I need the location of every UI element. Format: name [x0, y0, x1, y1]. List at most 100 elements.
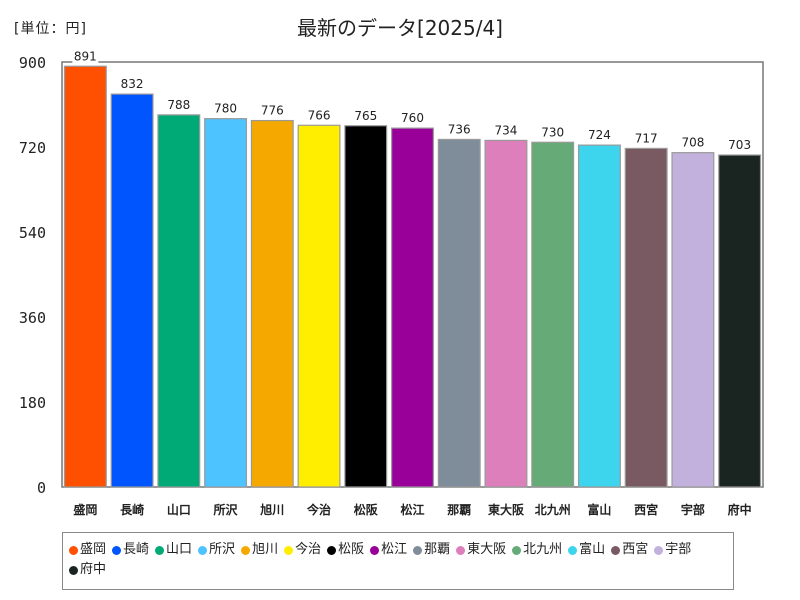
legend-item: 富山 [568, 540, 605, 560]
y-tick-label: 0 [37, 479, 46, 497]
legend-label: 府中 [80, 562, 107, 577]
y-tick-label: 180 [19, 394, 46, 412]
data-label-bg [119, 77, 146, 92]
legend-item: 宇部 [654, 540, 691, 560]
legend-marker [327, 545, 337, 555]
legend-label: 東大阪 [467, 542, 507, 557]
data-label: 776 [261, 104, 284, 118]
legend-label: 松阪 [338, 542, 365, 557]
legend-label: 旭川 [252, 542, 279, 557]
legend-label: 富山 [579, 542, 606, 557]
x-tick-label: 長崎 [120, 502, 144, 517]
data-label: 780 [214, 102, 237, 116]
legend-item: 東大阪 [456, 540, 506, 560]
legend-label: 盛岡 [80, 542, 107, 557]
legend-label: 宇部 [665, 542, 692, 557]
bar [157, 114, 201, 488]
bar-chart: 0 180 360 540 720 900 891 盛岡 832 長崎 788 山口 780 所沢 776 旭… [19, 49, 764, 517]
data-label-bg [446, 122, 473, 137]
data-label: 736 [448, 122, 471, 136]
x-tick-label: 北九州 [535, 502, 571, 517]
data-label: 724 [588, 128, 611, 142]
bar [577, 144, 621, 488]
legend-item: 長崎 [112, 540, 149, 560]
legend-marker [456, 545, 466, 555]
data-label: 708 [681, 136, 704, 150]
y-tick-label: 540 [19, 224, 46, 242]
x-tick-label: 今治 [306, 502, 331, 517]
data-label: 730 [541, 125, 564, 139]
legend-marker [512, 545, 522, 555]
legend-item: 府中 [69, 560, 106, 580]
legend-label: 松江 [381, 542, 408, 557]
legend-item: 西宮 [611, 540, 648, 560]
legend-marker [69, 545, 78, 555]
legend-marker [112, 545, 122, 555]
data-label-bg [586, 128, 613, 143]
legend-marker [611, 545, 621, 555]
y-tick-label: 720 [19, 139, 46, 157]
bar [531, 141, 575, 488]
legend-marker [568, 545, 578, 555]
bar [624, 147, 668, 488]
legend-item: 北九州 [512, 540, 562, 560]
legend-item: 盛岡 [69, 540, 106, 560]
data-label-bg [212, 101, 239, 116]
legend-marker [370, 545, 380, 555]
data-label: 734 [495, 123, 518, 137]
data-label-bg [352, 108, 379, 123]
x-tick-label: 山口 [167, 502, 191, 517]
chart-legend: 盛岡 長崎 山口 所沢 旭川 今治 松阪 松江 那覇 東大阪 北九州 富山 西宮 宇部府中 [62, 532, 734, 590]
legend-label: 北九州 [523, 542, 563, 557]
legend-item: 今治 [284, 540, 321, 560]
legend-label: 那覇 [424, 542, 451, 557]
legend-marker [654, 545, 664, 555]
x-tick-label: 盛岡 [73, 502, 97, 517]
bar [63, 65, 107, 488]
bar [437, 138, 481, 488]
data-label-bg [72, 49, 99, 64]
legend-label: 今治 [295, 542, 322, 557]
data-label: 703 [728, 138, 751, 152]
legend-label: 山口 [166, 542, 193, 557]
bar [671, 152, 715, 488]
bar [391, 127, 434, 488]
data-label-bg [306, 108, 333, 123]
legend-marker [284, 545, 294, 555]
data-label-bg [633, 131, 660, 146]
legend-marker [69, 565, 78, 575]
data-label: 760 [401, 111, 424, 125]
data-label-bg [679, 135, 706, 150]
data-label: 832 [121, 77, 144, 91]
data-label-bg [399, 111, 426, 126]
data-label-bg [726, 138, 753, 153]
y-tick-label: 360 [19, 309, 46, 327]
x-tick-label: 宇部 [681, 502, 705, 517]
x-tick-label: 旭川 [259, 502, 284, 517]
data-label: 765 [354, 109, 377, 123]
legend-item: 山口 [155, 540, 192, 560]
x-tick-label: 西宮 [634, 502, 658, 517]
bar [297, 124, 341, 488]
chart-title: 最新のデータ[2025/4] [297, 16, 503, 40]
bar [344, 125, 388, 488]
legend-item: 那覇 [413, 540, 450, 560]
legend-marker [413, 545, 423, 555]
legend-label: 所沢 [209, 542, 236, 557]
legend-label: 西宮 [622, 542, 649, 557]
data-label-bg [165, 97, 192, 112]
data-label: 766 [308, 108, 331, 122]
unit-label: [単位：円] [14, 21, 87, 37]
x-tick-label: 富山 [587, 502, 611, 517]
legend-item: 松阪 [327, 540, 364, 560]
legend-label: 長崎 [123, 542, 150, 557]
x-tick-label: 東大阪 [488, 502, 525, 517]
data-label-bg [492, 123, 519, 138]
bar [204, 118, 248, 488]
legend-marker [241, 545, 251, 555]
bar [718, 154, 762, 488]
x-tick-label: 府中 [728, 502, 752, 517]
x-tick-label: 那覇 [447, 503, 471, 517]
data-label-bg [259, 103, 286, 118]
data-label: 891 [74, 49, 97, 63]
